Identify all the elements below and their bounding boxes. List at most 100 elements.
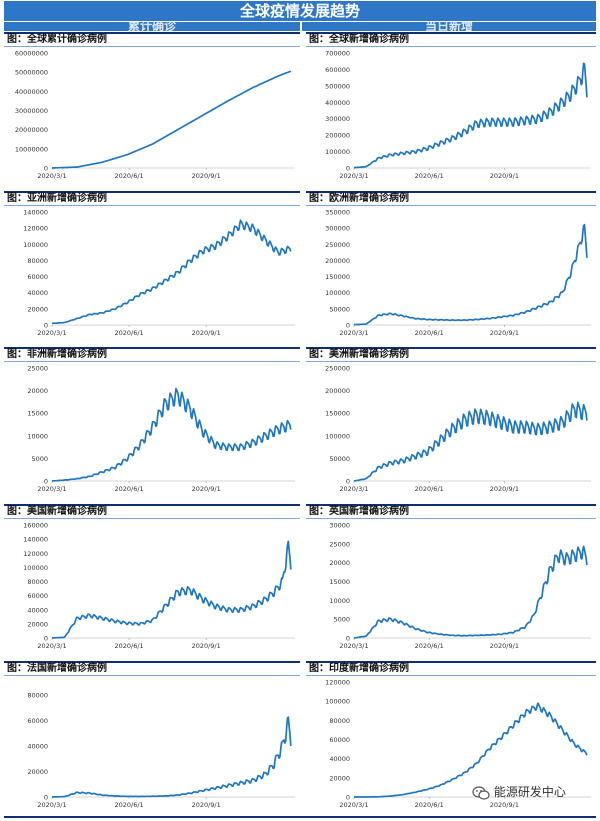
chart-title: 图：亚洲新增确诊病例 (7, 193, 107, 204)
x-tick-label: 2020/3/1 (37, 801, 66, 809)
chart-title: 图：全球新增确诊病例 (309, 34, 409, 45)
y-tick-label: 60000 (27, 717, 48, 725)
x-axis: 2020/3/1 2020/6/1 2020/9/1 (339, 638, 519, 650)
x-tick-label: 2020/3/1 (339, 801, 368, 809)
y-tick-label: 25000 (329, 540, 350, 548)
y-axis: 350000 300000 250000 200000 150000 100000 5000… (325, 209, 350, 330)
chart-title: 图：法国新增确诊病例 (7, 663, 107, 674)
chart-title: 图：英国新增确诊病例 (309, 506, 409, 517)
x-tick-label: 2020/3/1 (339, 329, 368, 337)
y-tick-label: 0 (346, 478, 350, 486)
x-tick-label: 2020/6/1 (114, 329, 143, 337)
y-tick-label: 50000000 (15, 69, 48, 77)
y-tick-label: 140000 (23, 209, 48, 217)
series-line (51, 540, 292, 639)
chart-title: 图：美国新增确诊病例 (7, 506, 107, 517)
y-tick-label: 200000 (325, 387, 350, 395)
y-tick-label: 0 (346, 635, 350, 643)
y-tick-label: 25000 (27, 365, 48, 373)
y-tick-label: 20000 (27, 768, 48, 776)
x-tick-label: 2020/3/1 (339, 485, 368, 493)
series-line (353, 62, 588, 169)
x-tick-label: 2020/9/1 (490, 485, 519, 493)
x-tick-label: 2020/9/1 (192, 485, 221, 493)
x-tick-label: 2020/6/1 (114, 485, 143, 493)
y-tick-label: 0 (346, 322, 350, 330)
y-tick-label: 50000 (329, 455, 350, 463)
y-tick-label: 120000 (23, 225, 48, 233)
y-tick-label: 150000 (325, 410, 350, 418)
x-tick-label: 2020/6/1 (114, 642, 143, 650)
y-tick-label: 80000 (27, 578, 48, 586)
y-tick-label: 30000 (329, 522, 350, 530)
y-tick-label: 20000 (329, 774, 350, 782)
y-tick-label: 200000 (325, 132, 350, 140)
x-tick-label: 2020/6/1 (415, 801, 444, 809)
chart-usa-daily: 160000 140000 120000 100000 80000 60000 40000 2… (23, 522, 295, 650)
chart-title: 图：非洲新增确诊病例 (7, 349, 107, 360)
y-tick-label: 30000000 (15, 107, 48, 115)
y-tick-label: 200000 (325, 257, 350, 265)
watermark-text: 能源研发中心 (493, 785, 566, 799)
y-tick-label: 40000 (27, 289, 48, 297)
y-tick-label: 50000 (329, 305, 350, 313)
x-tick-label: 2020/9/1 (490, 801, 519, 809)
x-axis: 2020/3/1 2020/6/1 2020/9/1 (37, 797, 221, 809)
x-tick-label: 2020/3/1 (37, 329, 66, 337)
y-tick-label: 80000 (27, 691, 48, 699)
y-tick-label: 100000 (325, 289, 350, 297)
x-tick-label: 2020/6/1 (114, 801, 143, 809)
y-tick-label: 80000 (27, 257, 48, 265)
y-axis: 140000 120000 100000 80000 60000 40000 20000 0 (23, 209, 48, 330)
chart-panel-india: 图：印度新增确诊病例 120000 100000 80000 60000 40000 20… (306, 661, 596, 815)
y-tick-label: 40000 (329, 755, 350, 763)
chart-asia-daily: 1400001200001000008000060000400002000002… (23, 209, 295, 337)
chart-title: 图：美洲新增确诊病例 (309, 349, 409, 360)
x-axis: 2020/3/1 2020/6/1 2020/9/1 (37, 168, 221, 180)
y-tick-label: 0 (44, 322, 48, 330)
y-tick-label: 120000 (23, 550, 48, 558)
y-tick-label: 20000 (27, 305, 48, 313)
watermark: 能源研发中心 (472, 783, 594, 801)
y-tick-label: 0 (346, 794, 350, 802)
series-line (51, 387, 292, 482)
series-line (51, 70, 292, 169)
x-tick-label: 2020/3/1 (37, 642, 66, 650)
series-line (353, 401, 588, 482)
chart-panel-uk: 图：英国新增确诊病例 30000 25000 20000 15000 10000 5000… (306, 504, 596, 656)
x-tick-label: 2020/9/1 (192, 642, 221, 650)
y-axis: 120000 100000 80000 60000 40000 20000 0 (325, 679, 350, 802)
y-tick-label: 10000 (27, 432, 48, 440)
chart-india-daily: 120000 100000 80000 60000 40000 20000 02020/3/… (325, 679, 591, 809)
y-tick-label: 40000 (27, 742, 48, 750)
chart-panel-asia: 图：亚洲新增确诊病例 140000 120000 100000 80000 60000 4… (4, 191, 300, 343)
x-axis: 2020/3/1 2020/6/1 2020/9/1 (339, 481, 519, 493)
chart-panel-europe: 图：欧洲新增确诊病例 350000 300000 250000 200000 15000… (306, 191, 596, 343)
y-tick-label: 10000000 (15, 145, 48, 153)
series-line (353, 223, 588, 326)
x-tick-label: 2020/3/1 (339, 172, 368, 180)
y-tick-label: 0 (44, 794, 48, 802)
chart-global-cumulative: 60000000 50000000 40000000 30000000 20000000… (15, 50, 295, 180)
y-axis: 60000000 50000000 40000000 30000000 20000000… (15, 50, 48, 173)
column-header-daily: 当日新增 (302, 22, 596, 31)
y-tick-label: 60000 (27, 592, 48, 600)
x-axis: 2020/3/1 2020/6/1 2020/9/1 (37, 638, 221, 650)
y-tick-label: 40000000 (15, 88, 48, 96)
y-tick-label: 15000 (329, 578, 350, 586)
x-tick-label: 2020/6/1 (114, 172, 143, 180)
y-tick-label: 10000 (329, 597, 350, 605)
chart-panel-africa: 图：非洲新增确诊病例 25000 20000 15000 10000 5000 0 2020… (4, 347, 300, 499)
y-tick-label: 120000 (325, 679, 350, 687)
series-line (353, 702, 588, 798)
chart-europe-daily: 350000 300000 250000 200000 150000 100000 5000… (325, 209, 591, 337)
y-tick-label: 20000 (27, 620, 48, 628)
x-axis: 2020/3/1 2020/6/1 2020/9/1 (339, 325, 519, 337)
chart-title: 图：印度新增确诊病例 (309, 663, 409, 674)
y-tick-label: 150000 (325, 273, 350, 281)
x-tick-label: 2020/9/1 (192, 801, 221, 809)
y-tick-label: 80000 (329, 717, 350, 725)
